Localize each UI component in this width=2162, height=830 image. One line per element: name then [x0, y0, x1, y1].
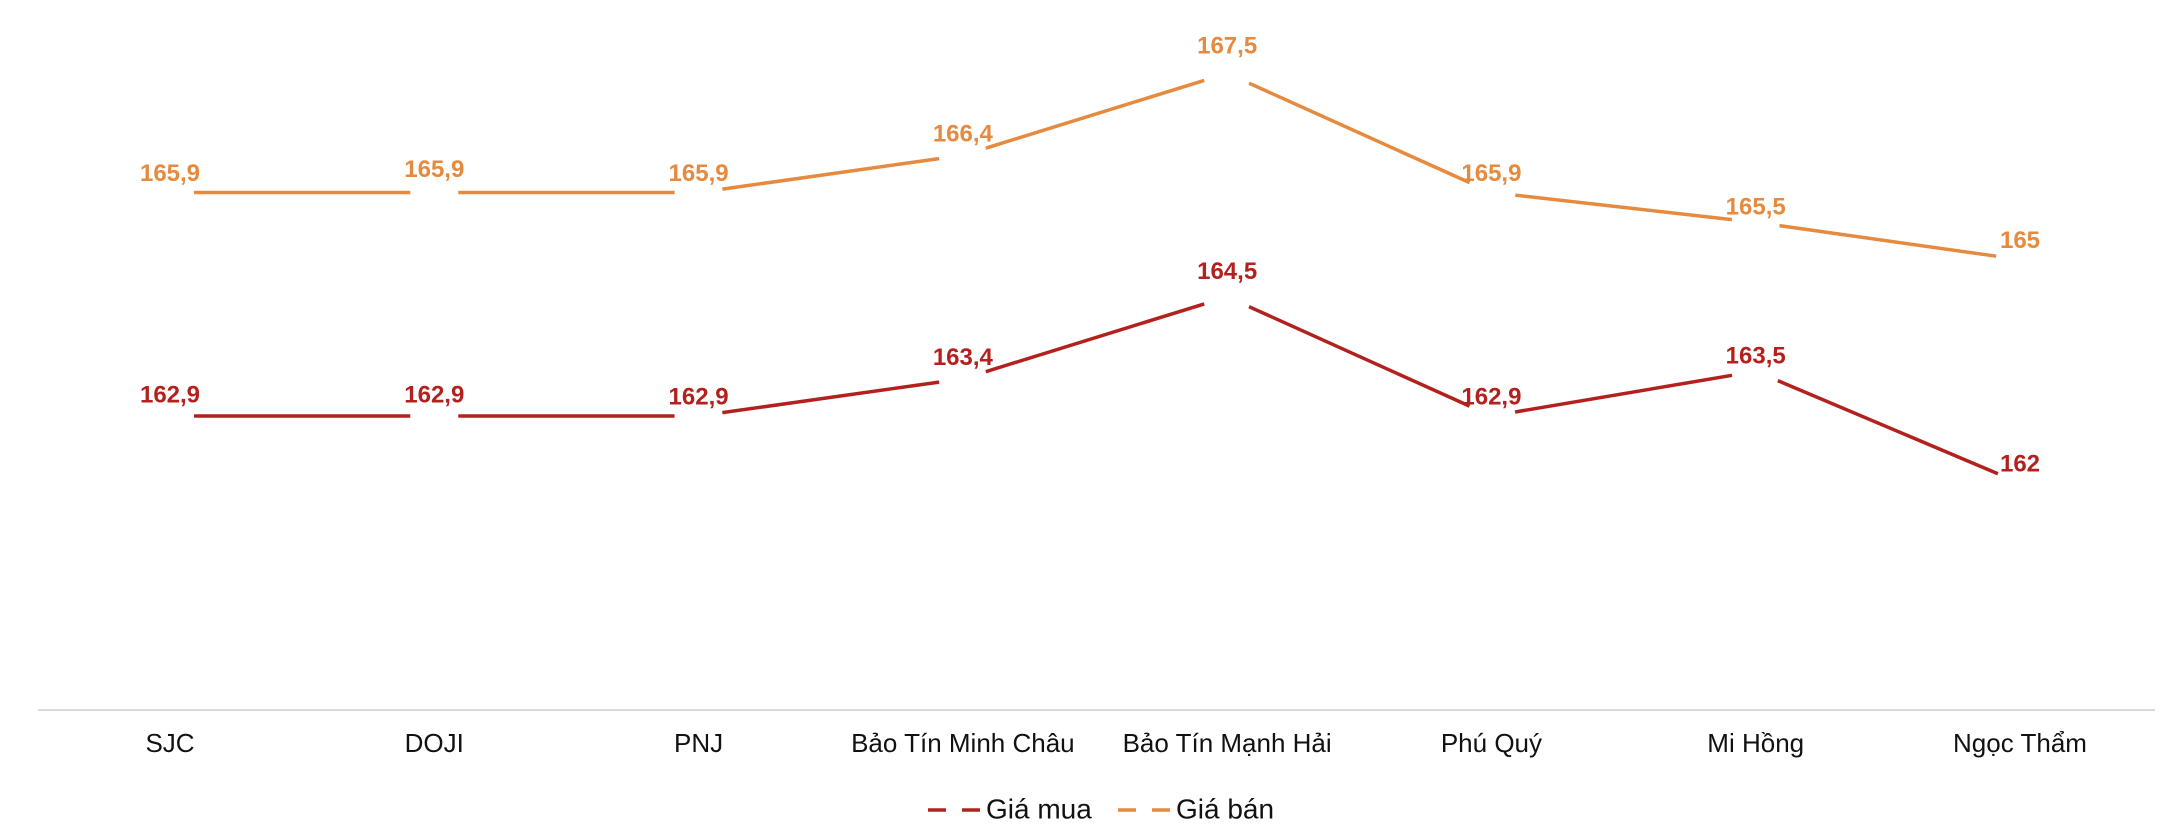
series-segment: [985, 78, 1205, 150]
data-label: 163,4: [933, 344, 994, 371]
x-tick-label: Phú Quý: [1441, 728, 1542, 758]
series-segment: [1779, 223, 1997, 258]
series-layer: [194, 78, 1999, 476]
data-label-layer: 162,9 162,9 162,9 163,4 164,5 162,9 163,5 162 16…: [140, 33, 2040, 478]
series-segment: [722, 380, 940, 415]
series-segment: [1248, 81, 1471, 185]
data-label: 165: [2000, 227, 2040, 254]
legend: Giá mua Giá bán: [928, 793, 1274, 824]
series-gia-ban: [194, 78, 1997, 258]
x-tick-label: DOJI: [405, 728, 464, 758]
plot-area: 162,9 162,9 162,9 163,4 164,5 162,9 163,5 162 16…: [38, 33, 2155, 758]
x-tick-label: Bảo Tín Mạnh Hải: [1123, 728, 1332, 758]
x-tick-label: SJC: [145, 728, 194, 758]
series-segment: [1777, 379, 1999, 476]
series-segment: [722, 156, 940, 191]
series-segment: [1515, 193, 1733, 222]
data-label: 165,9: [1461, 160, 1521, 187]
data-label: 165,9: [669, 160, 729, 187]
data-label: 162,9: [140, 381, 200, 408]
data-label: 165,9: [140, 160, 200, 187]
legend-label: Giá mua: [986, 793, 1092, 824]
series-segment: [1248, 305, 1471, 408]
series-segment: [985, 302, 1205, 374]
data-label: 165,9: [404, 156, 464, 183]
x-tick-label: PNJ: [674, 728, 723, 758]
data-label: 162: [2000, 450, 2040, 477]
x-tick-label: Mi Hồng: [1707, 728, 1804, 758]
x-tick-label: Bảo Tín Minh Châu: [851, 728, 1075, 758]
data-label: 162,9: [404, 381, 464, 408]
data-label: 165,5: [1726, 194, 1786, 221]
data-label: 162,9: [1461, 383, 1521, 410]
legend-entry: Giá mua: [928, 793, 1092, 824]
data-label: 163,5: [1726, 343, 1786, 370]
legend-label: Giá bán: [1176, 793, 1274, 824]
data-label: 166,4: [933, 121, 994, 148]
data-label: 162,9: [669, 383, 729, 410]
data-label: 167,5: [1197, 33, 1257, 60]
series-segment: [1514, 373, 1733, 414]
x-tick-label: Ngọc Thẩm: [1953, 728, 2087, 758]
series-gia-mua: [194, 302, 1999, 476]
category-axis-labels: SJC DOJI PNJ Bảo Tín Minh Châu Bảo Tín Mạnh …: [145, 728, 2087, 758]
legend-entry: Giá bán: [1118, 793, 1274, 824]
data-label: 164,5: [1197, 258, 1257, 285]
